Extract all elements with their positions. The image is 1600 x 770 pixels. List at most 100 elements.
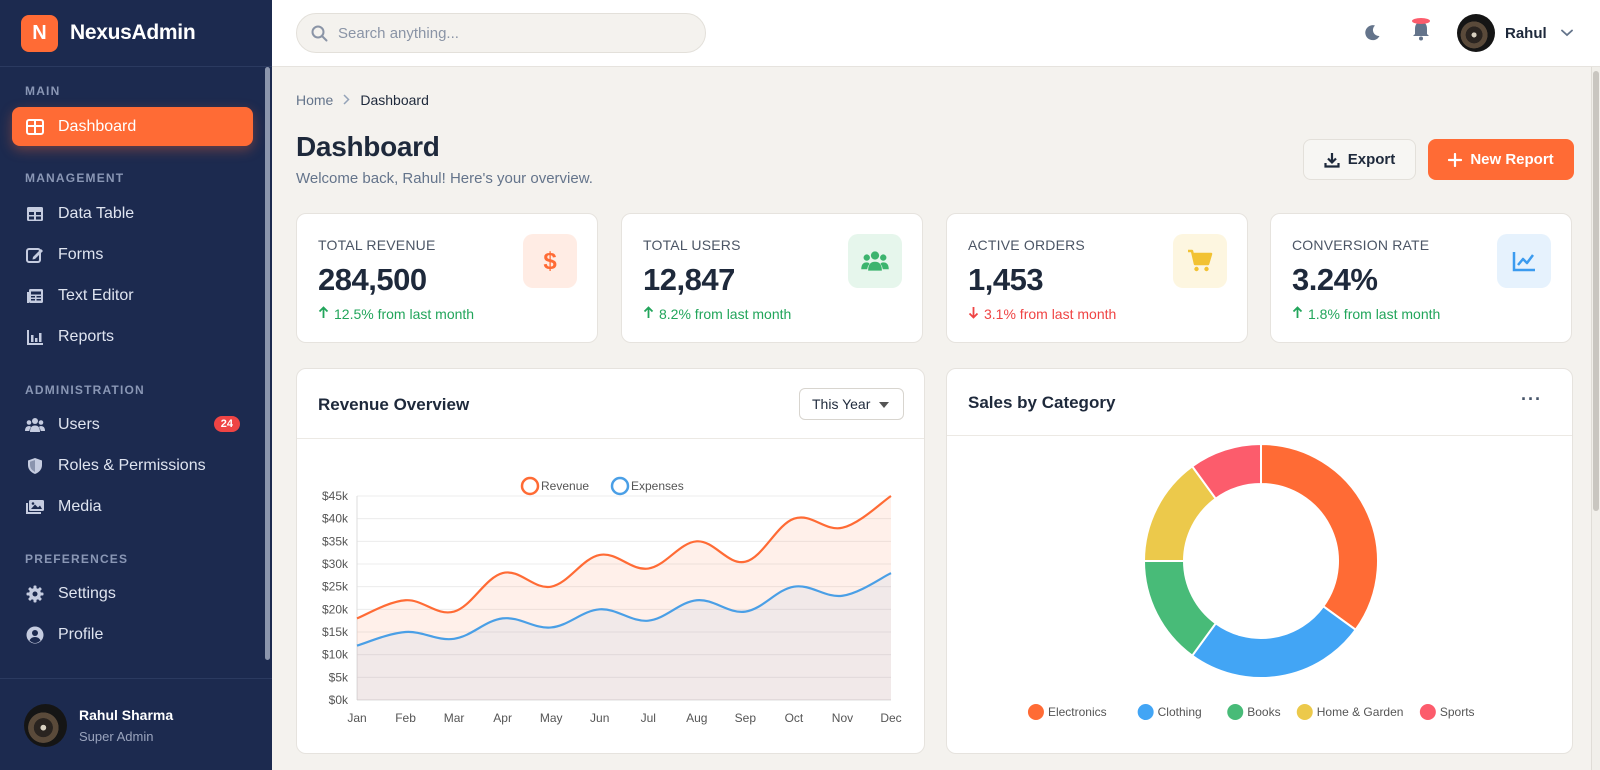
sidebar-user-role: Super Admin [79, 729, 154, 744]
main-scrollbar[interactable] [1591, 67, 1600, 770]
stat-change: 12.5% from last month [318, 306, 474, 322]
sidebar-item-media[interactable]: Media [12, 487, 253, 526]
stat-change: 3.1% from last month [968, 306, 1116, 322]
sidebar-item-label: Roles & Permissions [58, 456, 206, 474]
sidebar-item-label: Reports [58, 327, 115, 345]
sidebar-item-label: Media [58, 497, 102, 515]
stat-label: ACTIVE ORDERS [968, 237, 1085, 253]
legend-label: Clothing [1158, 705, 1202, 719]
x-tick-label: Sep [735, 711, 757, 725]
breadcrumb-home[interactable]: Home [296, 92, 334, 108]
export-button[interactable]: Export [1303, 139, 1416, 180]
legend-label: Revenue [541, 479, 589, 493]
panel-header: Sales by Category ··· [947, 369, 1572, 436]
x-tick-label: Jul [641, 711, 656, 725]
caret-down-icon [879, 402, 889, 408]
search-input[interactable] [338, 24, 678, 42]
sidebar-item-profile[interactable]: Profile [12, 615, 253, 654]
y-tick-label: $0k [329, 693, 349, 707]
y-tick-label: $25k [322, 580, 349, 594]
sidebar-user-card[interactable]: Rahul Sharma Super Admin [0, 678, 272, 770]
legend-label: Sports [1440, 705, 1475, 719]
avatar [24, 704, 67, 747]
y-tick-label: $15k [322, 625, 349, 639]
x-tick-label: Jun [590, 711, 609, 725]
sidebar-item-label: Settings [58, 584, 116, 602]
stat-change: 8.2% from last month [643, 306, 791, 322]
edit-icon [25, 245, 45, 265]
sidebar-item-label: Users [58, 415, 100, 433]
section-administration: ADMINISTRATION [25, 383, 145, 397]
stat-label: CONVERSION RATE [1292, 237, 1430, 253]
y-tick-label: $45k [322, 489, 349, 503]
y-tick-label: $40k [322, 512, 349, 526]
user-menu-name: Rahul [1505, 24, 1547, 42]
bell-icon[interactable] [1410, 18, 1432, 41]
sidebar-item-label: Data Table [58, 204, 135, 222]
user-circle-icon [25, 625, 45, 645]
y-tick-label: $5k [329, 670, 349, 684]
images-icon [25, 497, 45, 517]
arrow-up-icon [1292, 306, 1303, 322]
sidebar-item-settings[interactable]: Settings [12, 574, 253, 613]
legend-swatch [1137, 704, 1154, 720]
user-menu[interactable]: Rahul [1457, 14, 1573, 52]
sidebar-scrollbar[interactable] [265, 67, 270, 660]
revenue-overview-panel: Revenue Overview This Year $0k $5k $10k $15… [296, 368, 925, 754]
search-bar[interactable] [296, 13, 706, 53]
stat-label: TOTAL USERS [643, 237, 741, 253]
range-select[interactable]: This Year [799, 388, 904, 420]
topbar: Rahul [272, 0, 1600, 67]
sidebar-item-reports[interactable]: Reports [12, 317, 253, 356]
moon-icon[interactable] [1361, 22, 1383, 44]
scrollbar-thumb[interactable] [1593, 71, 1599, 511]
legend-label: Expenses [631, 479, 684, 493]
sidebar-item-forms[interactable]: Forms [12, 235, 253, 274]
legend-swatch [1227, 704, 1244, 720]
sidebar-user-name: Rahul Sharma [79, 707, 174, 723]
sidebar-item-users[interactable]: Users 24 [12, 405, 253, 444]
x-tick-label: May [540, 711, 563, 725]
sidebar-item-data-table[interactable]: Data Table [12, 194, 253, 233]
arrow-up-icon [643, 306, 654, 322]
stat-change-text: 12.5% from last month [334, 306, 475, 322]
new-report-button[interactable]: New Report [1428, 139, 1574, 180]
slice-electronics [1260, 442, 1379, 632]
legend-label: Electronics [1048, 705, 1107, 719]
bar-chart-icon [25, 327, 45, 347]
arrow-up-icon [318, 306, 329, 322]
stat-label: TOTAL REVENUE [318, 237, 436, 253]
svg-text:$: $ [543, 248, 557, 274]
panel-title: Revenue Overview [318, 395, 470, 414]
arrow-down-icon [968, 306, 979, 322]
category-donut-chart: Electronics Clothing Books Home & Garden Spo… [1027, 442, 1475, 720]
sidebar-item-label: Dashboard [58, 117, 137, 135]
users-icon [25, 415, 45, 435]
sidebar-item-label: Profile [58, 625, 104, 643]
sidebar-item-roles-permissions[interactable]: Roles & Permissions [12, 446, 253, 485]
series-area-expenses [357, 573, 891, 700]
breadcrumb: Home Dashboard [296, 92, 429, 108]
stat-value: 12,847 [643, 262, 735, 297]
series-line-expenses [356, 572, 892, 647]
brand[interactable]: N NexusAdmin [0, 0, 272, 67]
x-tick-label: Nov [832, 711, 853, 725]
revenue-line-chart: $0k $5k $10k $15k $20k $25k $30k $35k $40k $45k Ja… [322, 476, 902, 725]
chevron-right-icon [343, 92, 350, 108]
newspaper-icon [25, 286, 45, 306]
stat-value: 3.24% [1292, 262, 1378, 297]
y-tick-label: $35k [322, 534, 349, 548]
sidebar-item-text-editor[interactable]: Text Editor [12, 276, 253, 315]
legend-label: Home & Garden [1317, 705, 1404, 719]
section-main: MAIN [25, 84, 61, 98]
cart-icon [1173, 234, 1227, 288]
legend-swatch [610, 476, 630, 496]
stat-card-conversion-rate: CONVERSION RATE 3.24% 1.8% from last mon… [1270, 213, 1572, 343]
more-options-button[interactable]: ··· [1521, 389, 1542, 409]
sidebar-item-dashboard[interactable]: Dashboard [12, 107, 253, 146]
legend-label: Books [1247, 705, 1280, 719]
sidebar-item-label: Forms [58, 245, 104, 263]
new-report-label: New Report [1470, 151, 1554, 168]
line-chart-icon [1497, 234, 1551, 288]
brand-logo: N [21, 14, 58, 52]
